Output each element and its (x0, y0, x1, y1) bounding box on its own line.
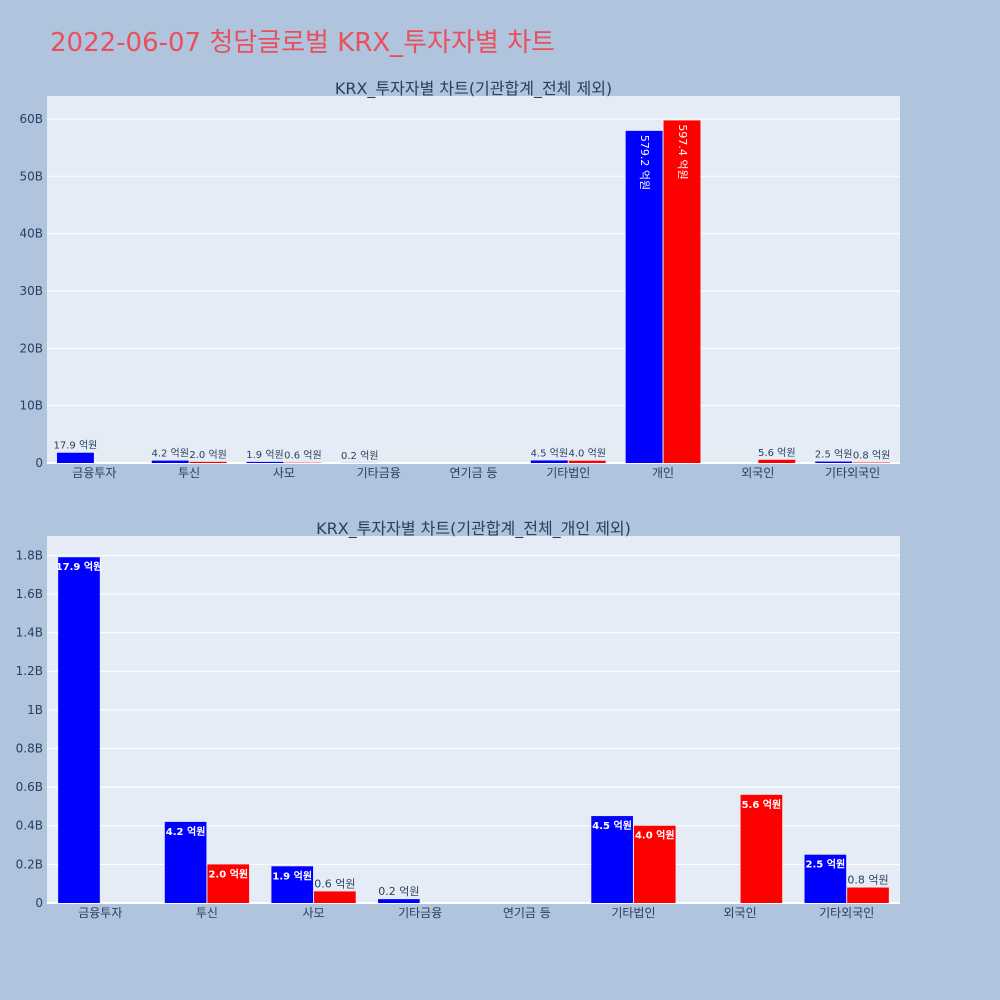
y-tick-label: 0.6B (16, 780, 43, 794)
bar (804, 854, 847, 903)
x-tick-label: 투신 (178, 466, 200, 480)
x-tick-label: 기타금융 (357, 466, 401, 480)
bar (246, 461, 284, 463)
y-tick-label: 1.4B (16, 626, 43, 640)
y-tick-label: 10B (19, 399, 43, 413)
bar-value-label: 0.2 억원 (378, 885, 419, 898)
y-tick-label: 1.2B (16, 664, 43, 678)
bar-value-label: 17.9 억원 (54, 440, 98, 452)
bar-value-label: 17.9 억원 (56, 560, 103, 573)
x-tick-label: 기타외국인 (819, 906, 874, 920)
x-tick-label: 기타금융 (398, 906, 442, 920)
bar (815, 461, 853, 463)
bar (58, 557, 100, 903)
x-tick-label: 사모 (303, 906, 325, 920)
bar-value-label: 4.0 억원 (635, 829, 675, 842)
x-tick-label: 연기금 등 (503, 906, 551, 920)
bar (271, 866, 314, 903)
bar-value-label: 4.2 억원 (166, 825, 206, 838)
bar-value-label: 1.9 억원 (272, 869, 312, 882)
bar (189, 461, 227, 463)
y-tick-label: 0.2B (16, 857, 43, 871)
x-tick-label: 기타법인 (546, 466, 590, 480)
y-tick-label: 60B (19, 112, 43, 126)
subplot-title: KRX_투자자별 차트(기관합계_전체_개인 제외) (316, 519, 631, 539)
bar-value-label: 4.0 억원 (568, 448, 605, 460)
subplot-title: KRX_투자자별 차트(기관합계_전체 제외) (335, 79, 612, 99)
bar-value-label: 5.6 억원 (758, 447, 795, 459)
bar (591, 816, 633, 903)
bar (663, 120, 701, 463)
chart-2: 0 0.2B 0.4B 0.6B 0.8B 1B 1.2B 1.4B 1.6B 1.8B KRX_투… (16, 519, 900, 920)
x-tick-label: 투신 (196, 906, 218, 920)
y-tick-label: 0.4B (16, 819, 43, 833)
x-tick-label: 사모 (273, 466, 295, 480)
bar-value-label: 579.2 억원 (638, 135, 651, 190)
y-tick-label: 20B (19, 341, 43, 355)
bar (56, 452, 94, 463)
y-tick-label: 1.6B (16, 587, 43, 601)
bar-value-label: 2.5 억원 (815, 449, 852, 461)
x-tick-label: 연기금 등 (450, 466, 498, 480)
bar (314, 891, 356, 903)
bar-value-label: 4.5 억원 (592, 819, 632, 832)
bar (847, 887, 889, 903)
bar-value-label: 2.0 억원 (189, 449, 226, 461)
x-tick-label: 외국인 (724, 906, 757, 920)
bar (625, 130, 663, 464)
y-tick-label: 40B (19, 227, 43, 241)
page-title: 2022-06-07 청담글로벌 KRX_투자자별 차트 (50, 28, 555, 58)
bar-value-label: 0.8 억원 (853, 450, 890, 462)
bar-value-label: 597.4 억원 (676, 124, 689, 179)
x-tick-label: 기타외국인 (825, 466, 880, 480)
y-tick-label: 50B (19, 169, 43, 183)
bar-value-label: 0.6 억원 (314, 877, 355, 890)
bar-value-label: 2.0 억원 (208, 867, 248, 880)
bar (530, 460, 568, 463)
y-tick-label: 1.8B (16, 548, 43, 562)
bar (207, 864, 250, 903)
bar (378, 899, 420, 903)
bar-value-label: 0.8 억원 (847, 874, 888, 887)
bar (758, 459, 796, 463)
y-tick-label: 30B (19, 284, 43, 298)
bar-value-label: 1.9 억원 (246, 449, 283, 461)
x-tick-label: 기타법인 (611, 906, 655, 920)
x-tick-label: 금융투자 (78, 906, 122, 920)
x-tick-label: 개인 (652, 466, 674, 480)
chart-1: 0 10B 20B 30B 40B 50B 60B KRX_투자자별 차트(기관합계_전체 제… (19, 79, 900, 480)
bar-value-label: 0.2 억원 (341, 450, 378, 462)
x-tick-label: 외국인 (741, 466, 774, 480)
x-tick-label: 금융투자 (72, 466, 116, 480)
plot-area (47, 96, 900, 463)
y-tick-label: 0 (35, 456, 43, 470)
bar-value-label: 4.5 억원 (531, 447, 568, 459)
bar (568, 460, 606, 463)
bar-value-label: 5.6 억원 (742, 798, 782, 811)
bar-value-label: 2.5 억원 (806, 858, 846, 871)
bar (151, 460, 189, 463)
bar (164, 821, 207, 903)
bar (740, 794, 783, 903)
bar-value-label: 0.6 억원 (284, 450, 321, 462)
y-tick-label: 0 (35, 896, 43, 910)
y-tick-label: 0.8B (16, 741, 43, 755)
bar-value-label: 4.2 억원 (151, 448, 188, 460)
bar (633, 825, 676, 903)
y-tick-label: 1B (27, 703, 43, 717)
